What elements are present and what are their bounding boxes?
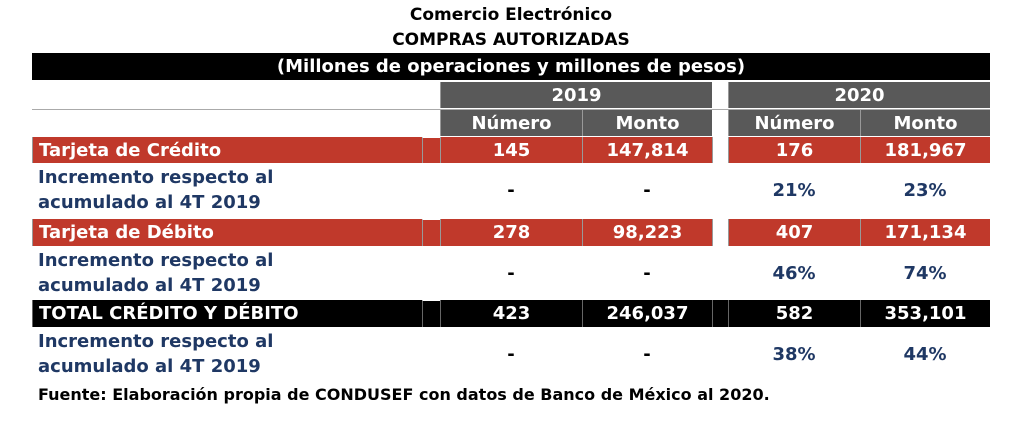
cell: 423: [440, 300, 582, 327]
cell: 98,223: [582, 219, 712, 246]
table-row-total: TOTAL CRÉDITO Y DÉBITO 423 246,037 582 3…: [32, 300, 990, 327]
cell: -: [643, 179, 651, 201]
cell: 176: [728, 137, 860, 163]
cell: 74%: [903, 262, 947, 284]
cell: 145: [440, 137, 582, 163]
row-label: Tarjeta de Crédito: [32, 137, 422, 163]
row-label: TOTAL CRÉDITO Y DÉBITO: [32, 300, 422, 327]
cell: -: [643, 343, 651, 365]
table-row-credito: Tarjeta de Crédito 145 147,814 176 181,9…: [32, 137, 990, 163]
cell: 407: [728, 219, 860, 246]
cell: 353,101: [860, 300, 990, 327]
cell: 147,814: [582, 137, 712, 163]
col-monto-2020: Monto: [860, 110, 990, 136]
table-row-incremento-total: Incremento respecto al acumulado al 4T 20…: [32, 328, 990, 380]
cell: -: [507, 262, 515, 284]
year-header-row: 2019 2020: [32, 82, 990, 108]
year-2019: 2019: [440, 82, 712, 108]
cell: 44%: [903, 343, 947, 365]
row-label: Incremento respecto al acumulado al 4T 20…: [38, 167, 274, 213]
col-numero-2020: Número: [728, 110, 860, 136]
table-row-incremento-debito: Incremento respecto al acumulado al 4T 20…: [32, 247, 990, 299]
table-subtitle: COMPRAS AUTORIZADAS: [392, 30, 630, 50]
col-numero-2019: Número: [440, 110, 582, 136]
table-title: Comercio Electrónico: [409, 5, 613, 25]
cell: 23%: [903, 179, 947, 201]
row-label: Incremento respecto al acumulado al 4T 20…: [38, 250, 274, 296]
year-2020: 2020: [728, 82, 990, 108]
table-row-debito: Tarjeta de Débito 278 98,223 407 171,134: [32, 219, 990, 246]
cell: 246,037: [582, 300, 712, 327]
cell: -: [507, 179, 515, 201]
row-label: Tarjeta de Débito: [32, 219, 422, 246]
cell: -: [507, 343, 515, 365]
cell: 21%: [772, 179, 816, 201]
cell: 38%: [772, 343, 816, 365]
cell: 278: [440, 219, 582, 246]
cell: 171,134: [860, 219, 990, 246]
cell: 181,967: [860, 137, 990, 163]
cell: 582: [728, 300, 860, 327]
cell: 46%: [772, 262, 816, 284]
source-note: Fuente: Elaboración propia de CONDUSEF c…: [38, 385, 770, 404]
column-header-row: Número Monto Número Monto: [32, 109, 990, 136]
units-bar: (Millones de operaciones y millones de p…: [32, 53, 990, 80]
table-row-incremento-credito: Incremento respecto al acumulado al 4T 20…: [32, 164, 990, 216]
row-label: Incremento respecto al acumulado al 4T 20…: [38, 331, 274, 377]
col-monto-2019: Monto: [582, 110, 712, 136]
cell: -: [643, 262, 651, 284]
